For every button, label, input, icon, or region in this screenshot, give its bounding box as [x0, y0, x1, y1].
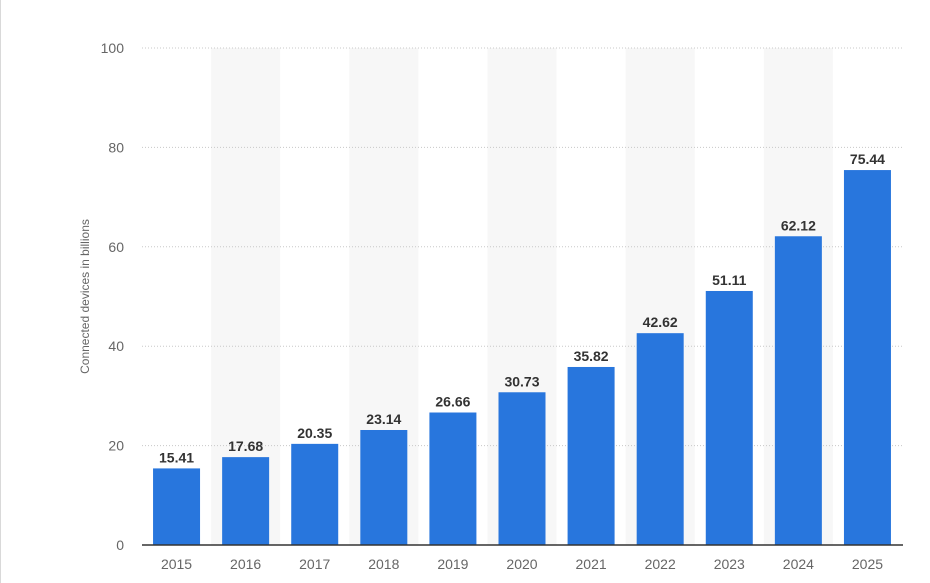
bars	[153, 170, 891, 545]
x-tick-label: 2016	[230, 556, 261, 572]
data-label: 20.35	[297, 425, 332, 441]
x-tick-label: 2024	[783, 556, 814, 572]
x-tick-label: 2017	[299, 556, 330, 572]
x-tick-label: 2023	[714, 556, 745, 572]
x-tick-label: 2022	[645, 556, 676, 572]
x-tick-label: 2020	[506, 556, 537, 572]
bar	[705, 290, 753, 545]
y-tick-label: 20	[108, 438, 124, 454]
bar	[291, 443, 339, 545]
data-label: 75.44	[850, 151, 885, 167]
bar	[567, 366, 615, 545]
data-label: 62.12	[781, 217, 816, 233]
y-tick-label: 60	[108, 239, 124, 255]
x-tick-label: 2021	[576, 556, 607, 572]
data-label: 26.66	[435, 393, 470, 409]
y-tick-label: 40	[108, 338, 124, 354]
data-label: 17.68	[228, 438, 263, 454]
bar	[498, 392, 546, 545]
data-label: 42.62	[643, 314, 678, 330]
data-label: 30.73	[504, 373, 539, 389]
bar	[429, 412, 477, 545]
x-tick-label: 2025	[852, 556, 883, 572]
y-tick-label: 100	[101, 40, 125, 56]
data-label: 51.11	[712, 272, 746, 288]
data-label: 15.41	[159, 449, 194, 465]
page-left-border	[0, 0, 1, 583]
x-tick-label: 2019	[437, 556, 468, 572]
y-tick-label: 80	[108, 139, 124, 155]
y-axis-title: Connected devices in billions	[78, 219, 92, 374]
y-tick-label: 0	[116, 537, 124, 553]
bar	[843, 170, 891, 545]
y-axis-tick-labels: 0 20 40 60 80 100	[101, 40, 125, 553]
bar	[153, 468, 201, 545]
bar	[774, 236, 822, 545]
bar	[360, 429, 408, 545]
x-axis-tick-labels: 2015 2016 2017 2018 2019 2020 2021 2022 2023 2024…	[161, 556, 883, 572]
data-label: 23.14	[366, 411, 401, 427]
bar	[222, 457, 270, 545]
x-tick-label: 2015	[161, 556, 192, 572]
x-tick-label: 2018	[368, 556, 399, 572]
data-labels: 15.41 17.68 20.35 23.14 26.66 30.73 35.82 42.62…	[159, 151, 885, 465]
bar	[636, 333, 684, 545]
data-label: 35.82	[574, 348, 609, 364]
